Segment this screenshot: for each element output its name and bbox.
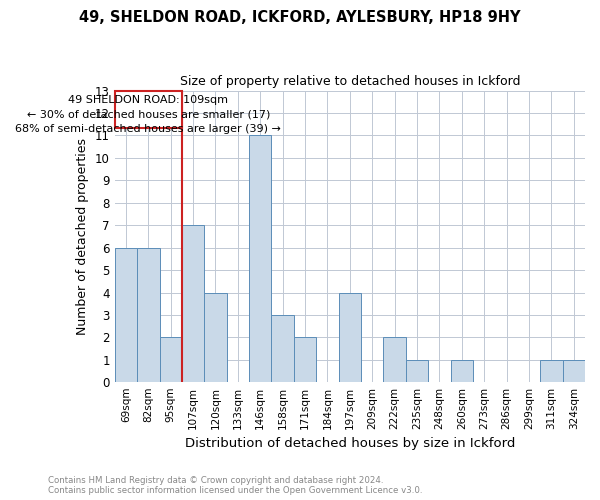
Title: Size of property relative to detached houses in Ickford: Size of property relative to detached ho… bbox=[179, 75, 520, 88]
Bar bbox=[451, 360, 473, 382]
Text: Contains HM Land Registry data © Crown copyright and database right 2024.
Contai: Contains HM Land Registry data © Crown c… bbox=[48, 476, 422, 495]
Bar bbox=[137, 248, 160, 382]
Y-axis label: Number of detached properties: Number of detached properties bbox=[76, 138, 89, 335]
Text: 49 SHELDON ROAD: 109sqm: 49 SHELDON ROAD: 109sqm bbox=[68, 95, 229, 105]
Bar bbox=[160, 338, 182, 382]
Text: 49, SHELDON ROAD, ICKFORD, AYLESBURY, HP18 9HY: 49, SHELDON ROAD, ICKFORD, AYLESBURY, HP… bbox=[79, 10, 521, 25]
Bar bbox=[406, 360, 428, 382]
Bar bbox=[563, 360, 585, 382]
Bar bbox=[204, 292, 227, 382]
Bar bbox=[115, 248, 137, 382]
Bar bbox=[249, 136, 271, 382]
Bar bbox=[182, 225, 204, 382]
Text: 68% of semi-detached houses are larger (39) →: 68% of semi-detached houses are larger (… bbox=[16, 124, 281, 134]
Bar bbox=[271, 315, 294, 382]
X-axis label: Distribution of detached houses by size in Ickford: Distribution of detached houses by size … bbox=[185, 437, 515, 450]
Bar bbox=[540, 360, 563, 382]
FancyBboxPatch shape bbox=[115, 90, 182, 128]
Text: ← 30% of detached houses are smaller (17): ← 30% of detached houses are smaller (17… bbox=[26, 110, 270, 120]
Bar bbox=[383, 338, 406, 382]
Bar bbox=[338, 292, 361, 382]
Bar bbox=[294, 338, 316, 382]
